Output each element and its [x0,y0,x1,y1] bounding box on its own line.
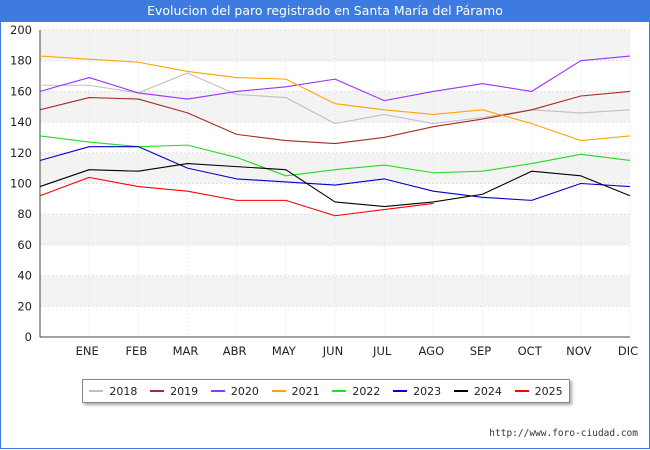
x-tick-label: DIC [618,344,638,358]
legend-label: 2023 [413,384,442,398]
legend-item-2019: 2019 [150,385,198,398]
x-tick-label: NOV [566,344,591,358]
x-tick-label: AGO [419,344,445,358]
chart-title: Evolucion del paro registrado en Santa M… [0,0,650,22]
legend-label: 2018 [109,384,138,398]
legend-swatch [150,390,165,392]
legend-swatch [453,390,468,392]
legend-item-2020: 2020 [210,384,259,398]
legend-label: 2022 [352,384,381,398]
legend-item-2025: 2025 [514,384,563,398]
legend-swatch [271,390,286,392]
grid-band [40,214,630,245]
chart-legend: 2018 2019 2020 2021 2022 2023 2024 2025 [82,379,570,403]
series-line-2023 [39,146,631,201]
x-tick-label: ENE [76,344,99,358]
x-tick-label: JUL [372,344,392,358]
y-tick-label: 100 [10,177,32,191]
legend-item-2018: 2018 [89,385,137,398]
legend-label: 2020 [230,384,259,398]
x-tick-label: JUN [322,344,343,358]
legend-item-2023: 2023 [393,385,441,398]
y-tick-label: 60 [17,238,32,252]
grid-band [40,30,630,61]
legend-label: 2021 [291,384,320,398]
y-tick-label: 140 [10,115,32,129]
legend-swatch [393,390,408,392]
legend-label: 2025 [534,384,563,398]
series-line-2025 [39,176,434,217]
legend-swatch [514,390,529,392]
series-line-2020 [39,55,631,102]
y-tick-label: 80 [17,207,32,221]
source-credit: http://www.foro-ciudad.com [489,428,638,439]
legend-swatch [332,390,347,392]
x-tick-label: MAR [173,344,199,358]
x-tick-label: FEB [125,344,147,358]
x-tick-label: SEP [470,344,492,358]
legend-item-2021: 2021 [271,384,320,398]
y-tick-label: 200 [10,23,32,37]
x-tick-label: MAY [272,344,297,358]
legend-swatch [89,390,104,392]
y-tick-label: 180 [10,54,32,68]
legend-label: 2019 [170,384,199,398]
series-line-2024 [39,162,631,208]
legend-label: 2024 [473,384,502,398]
legend-swatch [210,390,225,392]
legend-item-2024: 2024 [453,384,502,398]
x-tick-label: ABR [223,344,247,358]
series-line-2021 [39,55,631,142]
y-tick-label: 0 [25,330,32,344]
y-tick-label: 20 [17,299,32,313]
legend-item-2022: 2022 [332,385,380,398]
y-tick-label: 40 [17,269,32,283]
y-tick-label: 160 [10,84,32,98]
x-tick-label: OCT [518,344,543,358]
series-line-2019 [39,90,631,145]
y-tick-label: 120 [10,146,32,160]
